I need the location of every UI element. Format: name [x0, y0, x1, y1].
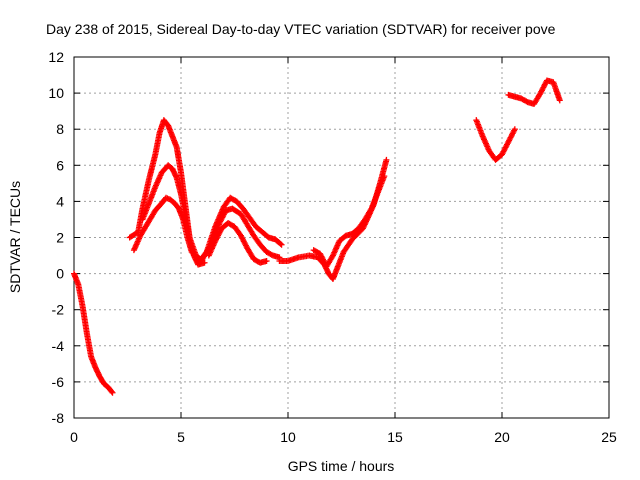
x-axis-label: GPS time / hours — [288, 458, 395, 474]
chart-title: Day 238 of 2015, Sidereal Day-to-day VTE… — [46, 21, 556, 37]
y-tick-label: 2 — [56, 230, 64, 246]
x-tick-label: 5 — [177, 429, 185, 445]
y-tick-label: -4 — [52, 338, 65, 354]
series-arc-1 — [71, 270, 116, 396]
y-tick-label: 6 — [56, 157, 64, 173]
x-tick-label: 15 — [387, 429, 403, 445]
data-point — [263, 257, 270, 264]
data-point — [109, 389, 116, 396]
y-tick-label: -8 — [52, 410, 65, 426]
series-arc-7 — [205, 220, 270, 266]
y-tick-label: 4 — [56, 193, 64, 209]
data-point — [108, 388, 115, 395]
series-arc-9 — [310, 173, 388, 270]
y-tick-label: 10 — [48, 85, 64, 101]
series-arc-8 — [276, 156, 390, 283]
data-point — [511, 126, 518, 133]
x-tick-label: 0 — [70, 429, 78, 445]
data-point — [277, 240, 284, 247]
series-arc-10 — [473, 117, 518, 163]
tick-layer: 0 5 10 15 20 25 -8 -6 -4 -2 0 2 4 6 8 10 12 — [48, 49, 617, 445]
data-points — [71, 77, 563, 396]
grid-layer — [74, 57, 609, 418]
data-point — [278, 241, 285, 248]
x-tick-label: 25 — [601, 429, 617, 445]
y-axis-label: SDTVAR / TECUs — [7, 181, 23, 293]
x-tick-label: 20 — [494, 429, 510, 445]
y-tick-label: 8 — [56, 121, 64, 137]
y-tick-label: 12 — [48, 49, 64, 65]
y-tick-label: 0 — [56, 266, 64, 282]
series-arc-5 — [195, 194, 285, 266]
series-arc-4 — [139, 162, 208, 268]
data-point — [556, 97, 563, 104]
x-tick-label: 10 — [280, 429, 296, 445]
data-point — [381, 173, 388, 180]
data-point — [383, 156, 390, 163]
series-arc-11 — [505, 77, 563, 107]
data-point — [201, 259, 208, 266]
y-tick-label: -6 — [52, 374, 65, 390]
y-tick-label: -2 — [52, 302, 65, 318]
